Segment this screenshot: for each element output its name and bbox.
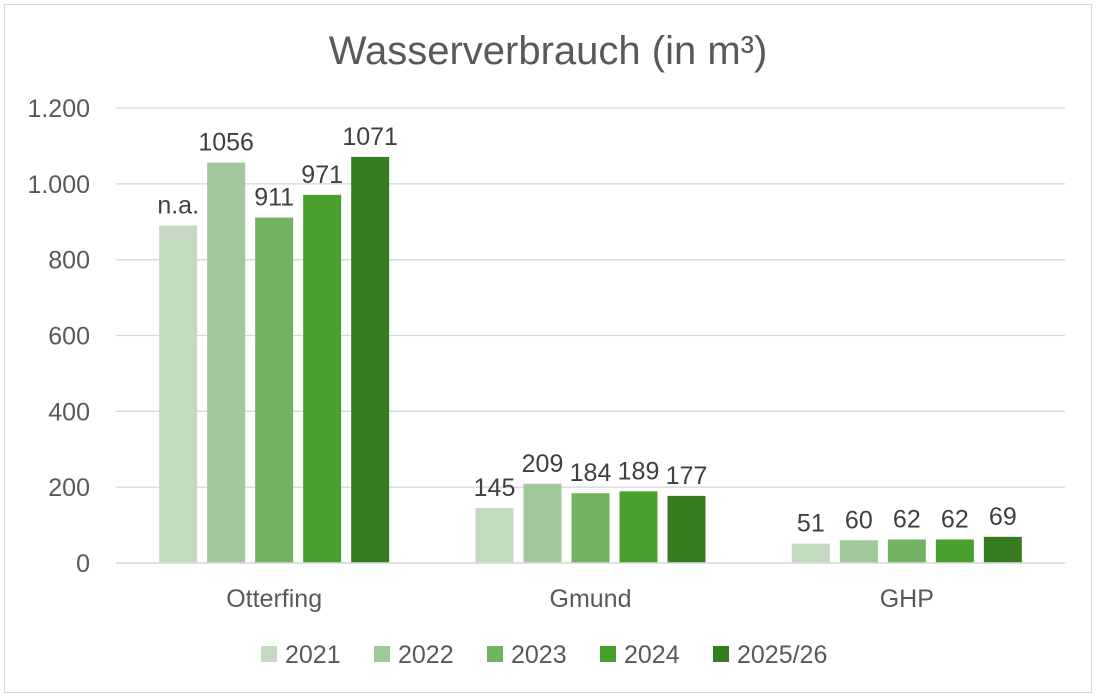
x-axis: Otterfing Gmund GHP bbox=[116, 562, 1065, 613]
bar bbox=[475, 508, 514, 563]
y-tick-label: 1.000 bbox=[27, 171, 90, 199]
bar bbox=[159, 225, 198, 563]
x-category-label: Otterfing bbox=[226, 585, 322, 613]
data-label: 60 bbox=[845, 506, 873, 534]
bar bbox=[791, 543, 830, 563]
bar bbox=[619, 491, 658, 563]
y-tick-label: 0 bbox=[76, 550, 90, 578]
bars bbox=[159, 156, 1022, 563]
data-label: n.a. bbox=[157, 192, 199, 220]
data-label: 1056 bbox=[198, 129, 254, 157]
data-label: 145 bbox=[474, 474, 516, 502]
data-label: 62 bbox=[941, 505, 969, 533]
legend-swatch bbox=[374, 646, 390, 662]
bar bbox=[887, 539, 926, 563]
y-tick-label: 600 bbox=[48, 323, 90, 351]
bar bbox=[935, 539, 974, 563]
bar bbox=[255, 217, 294, 563]
data-label: 1071 bbox=[342, 123, 398, 151]
chart-title: Wasserverbrauch (in m³) bbox=[329, 29, 768, 73]
y-axis: 0 200 400 600 800 1.000 1.200 bbox=[27, 95, 90, 578]
data-label: 69 bbox=[989, 503, 1017, 531]
legend: 2021 2022 2023 2024 2025/26 bbox=[261, 641, 827, 669]
x-category-label: Gmund bbox=[550, 585, 632, 613]
legend-label: 2025/26 bbox=[737, 641, 827, 669]
y-tick-label: 400 bbox=[48, 398, 90, 426]
data-label: 177 bbox=[666, 462, 708, 490]
data-label: 62 bbox=[893, 505, 921, 533]
legend-label: 2021 bbox=[285, 641, 341, 669]
data-label: 209 bbox=[522, 450, 564, 478]
bar bbox=[303, 194, 342, 563]
legend-swatch bbox=[713, 646, 729, 662]
legend-swatch bbox=[487, 646, 503, 662]
bar bbox=[523, 483, 562, 563]
bar bbox=[667, 495, 706, 563]
y-tick-label: 200 bbox=[48, 474, 90, 502]
legend-swatch bbox=[600, 646, 616, 662]
legend-label: 2024 bbox=[624, 641, 680, 669]
bar bbox=[207, 162, 246, 563]
y-tick-label: 1.200 bbox=[27, 95, 90, 123]
data-label: 51 bbox=[797, 510, 825, 538]
data-label: 971 bbox=[301, 161, 343, 189]
x-category-label: GHP bbox=[880, 585, 934, 613]
legend-swatch bbox=[261, 646, 277, 662]
legend-label: 2022 bbox=[398, 641, 454, 669]
y-tick-label: 800 bbox=[48, 247, 90, 275]
bar bbox=[983, 536, 1022, 563]
bar bbox=[351, 156, 390, 563]
data-label: 911 bbox=[254, 184, 294, 212]
bar bbox=[571, 493, 610, 563]
data-label: 189 bbox=[618, 457, 660, 485]
data-label: 184 bbox=[570, 459, 612, 487]
legend-label: 2023 bbox=[511, 641, 567, 669]
bar bbox=[839, 540, 878, 563]
